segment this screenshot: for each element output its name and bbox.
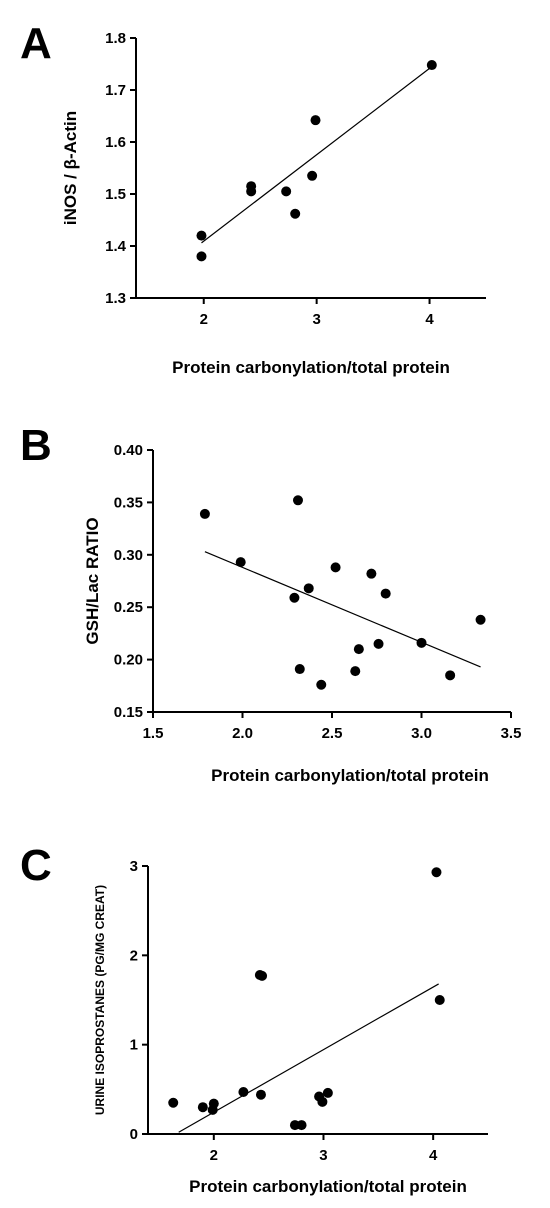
data-point: [303, 583, 314, 594]
data-point: [199, 508, 210, 519]
y-tick-label: 1.8: [105, 30, 126, 47]
data-point: [281, 186, 292, 197]
y-tick-label: 1.7: [105, 82, 126, 99]
data-point: [246, 186, 257, 197]
data-point: [416, 637, 427, 648]
x-axis-title: Protein carbonylation/total protein: [189, 1177, 467, 1196]
data-point: [353, 644, 364, 655]
panel-c: C 0 1 2 3 2 3 4 Protein carbonylation/total prot…: [20, 841, 488, 1196]
data-point: [197, 1102, 208, 1113]
data-point: [434, 995, 445, 1005]
y-tick-label: 0.25: [114, 599, 143, 616]
x-axis-title: Protein carbonylation/total protein: [211, 766, 489, 785]
y-tick-label: 1.5: [105, 186, 126, 203]
y-tick-label: 0.30: [114, 547, 143, 564]
regression-line: [204, 551, 481, 668]
data-point: [445, 670, 456, 681]
regression-line: [201, 66, 433, 244]
regression-line: [178, 983, 439, 1133]
data-point: [292, 495, 303, 506]
y-tick-label: 1: [130, 1037, 138, 1054]
data-point: [316, 679, 327, 690]
x-tick-label: 4: [425, 311, 434, 328]
panel-a: A 1.3 1.4 1.5 1.6 1.7 1.8 2 3 4 Protein carbonylat…: [20, 19, 486, 377]
x-tick-label: 1.5: [143, 725, 164, 742]
x-tick-label: 2: [200, 311, 208, 328]
y-tick-label: 0.15: [114, 704, 143, 721]
y-tick-label: 1.6: [105, 134, 126, 151]
y-tick-label: 1.3: [105, 290, 126, 307]
y-tick-label: 0.40: [114, 442, 143, 459]
y-axis-title: URINE ISOPROSTANES (PG/MG CREAT): [93, 885, 107, 1115]
x-tick-label: 2.5: [322, 725, 343, 742]
x-axis-title: Protein carbonylation/total protein: [172, 358, 450, 377]
y-axis-title: GSH/Lac RATIO: [83, 517, 102, 644]
data-point: [235, 557, 246, 568]
data-point: [322, 1087, 333, 1098]
x-tick-label: 2.0: [232, 725, 253, 742]
y-tick-label: 0: [130, 1126, 138, 1143]
y-tick-label: 1.4: [105, 238, 127, 255]
data-point: [290, 208, 301, 219]
x-tick-label: 2: [210, 1147, 218, 1164]
data-point: [238, 1087, 249, 1098]
data-point: [289, 592, 300, 603]
panel-letter-b: B: [20, 421, 52, 470]
y-tick-label: 2: [130, 947, 138, 964]
data-point: [330, 562, 341, 573]
x-tick-label: 3.0: [411, 725, 432, 742]
data-point: [426, 60, 437, 71]
data-point: [307, 170, 318, 181]
data-point: [208, 1098, 219, 1109]
data-point: [196, 230, 207, 241]
data-point: [257, 970, 268, 981]
data-point: [310, 115, 321, 126]
panel-letter-a: A: [20, 19, 52, 68]
y-axis-title: iNOS / β-Actin: [61, 111, 80, 225]
data-point: [431, 867, 442, 878]
data-point: [380, 588, 391, 599]
x-tick-label: 3: [319, 1147, 327, 1164]
data-point: [196, 251, 207, 262]
x-tick-label: 3.5: [501, 725, 522, 742]
panel-b: B 0.15 0.20 0.25 0.30 0.35 0.40 1.5 2.0 2.5 3.0 3.5…: [20, 421, 521, 785]
data-point: [475, 614, 486, 625]
data-point: [168, 1097, 179, 1108]
data-point: [317, 1096, 328, 1107]
y-tick-label: 0.20: [114, 652, 143, 669]
data-point: [294, 664, 305, 675]
data-point: [350, 666, 361, 677]
x-tick-label: 3: [312, 311, 320, 328]
panel-letter-c: C: [20, 841, 52, 890]
data-point: [366, 568, 377, 579]
data-point: [373, 638, 384, 649]
x-tick-label: 4: [429, 1147, 438, 1164]
data-point: [296, 1120, 307, 1131]
y-tick-label: 0.35: [114, 494, 143, 511]
y-tick-label: 3: [130, 858, 138, 875]
data-point: [255, 1089, 266, 1100]
